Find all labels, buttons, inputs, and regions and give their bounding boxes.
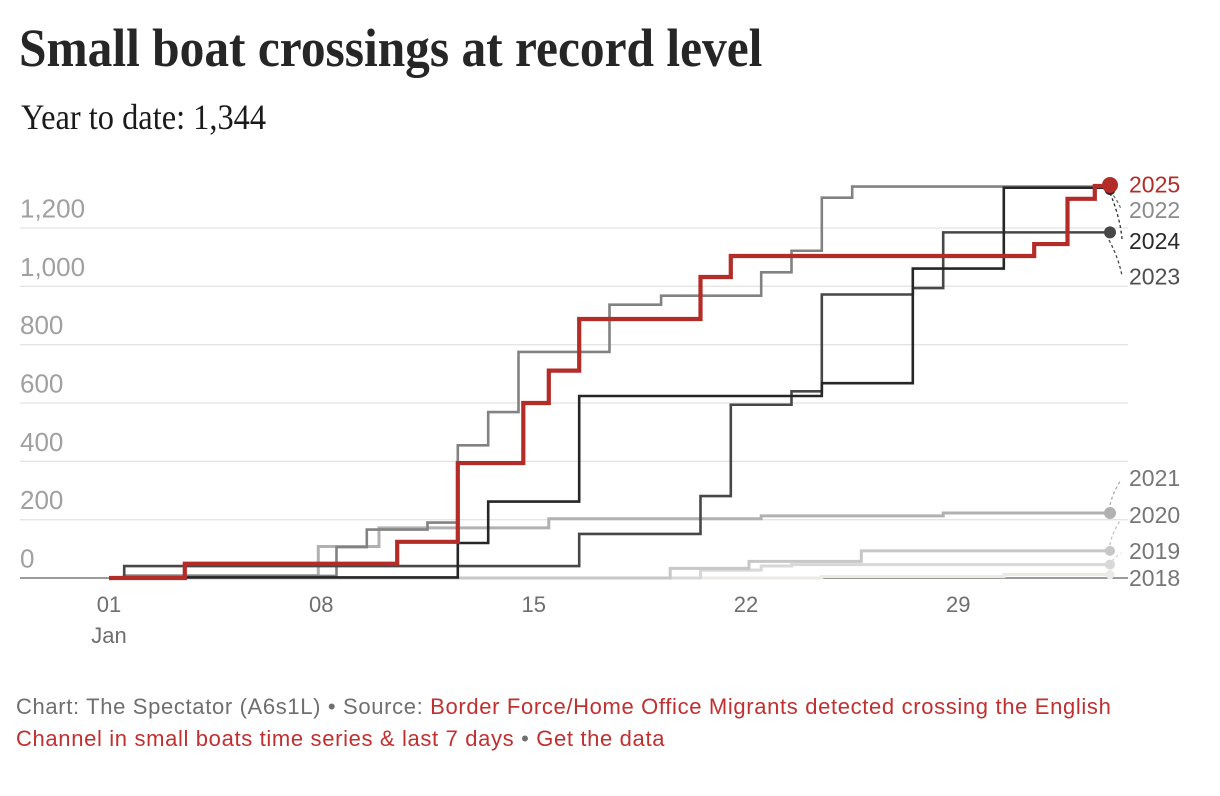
svg-text:2018: 2018	[1129, 565, 1180, 591]
svg-text:2025: 2025	[1129, 172, 1180, 198]
svg-text:0: 0	[20, 544, 34, 574]
svg-text:1,000: 1,000	[20, 252, 85, 282]
svg-text:15: 15	[521, 592, 545, 617]
svg-text:Jan: Jan	[91, 623, 126, 648]
svg-text:2021: 2021	[1129, 465, 1180, 491]
svg-text:2022: 2022	[1129, 197, 1180, 223]
svg-text:400: 400	[20, 427, 63, 457]
svg-text:800: 800	[20, 310, 63, 340]
svg-text:1,200: 1,200	[20, 194, 85, 224]
svg-text:200: 200	[20, 485, 63, 515]
svg-text:2020: 2020	[1129, 502, 1180, 528]
svg-text:22: 22	[734, 592, 758, 617]
svg-text:29: 29	[946, 592, 970, 617]
svg-text:2019: 2019	[1129, 538, 1180, 564]
svg-text:08: 08	[309, 592, 333, 617]
svg-text:2023: 2023	[1129, 264, 1180, 290]
svg-text:600: 600	[20, 369, 63, 399]
svg-text:2024: 2024	[1129, 228, 1180, 254]
svg-text:01: 01	[97, 592, 121, 617]
